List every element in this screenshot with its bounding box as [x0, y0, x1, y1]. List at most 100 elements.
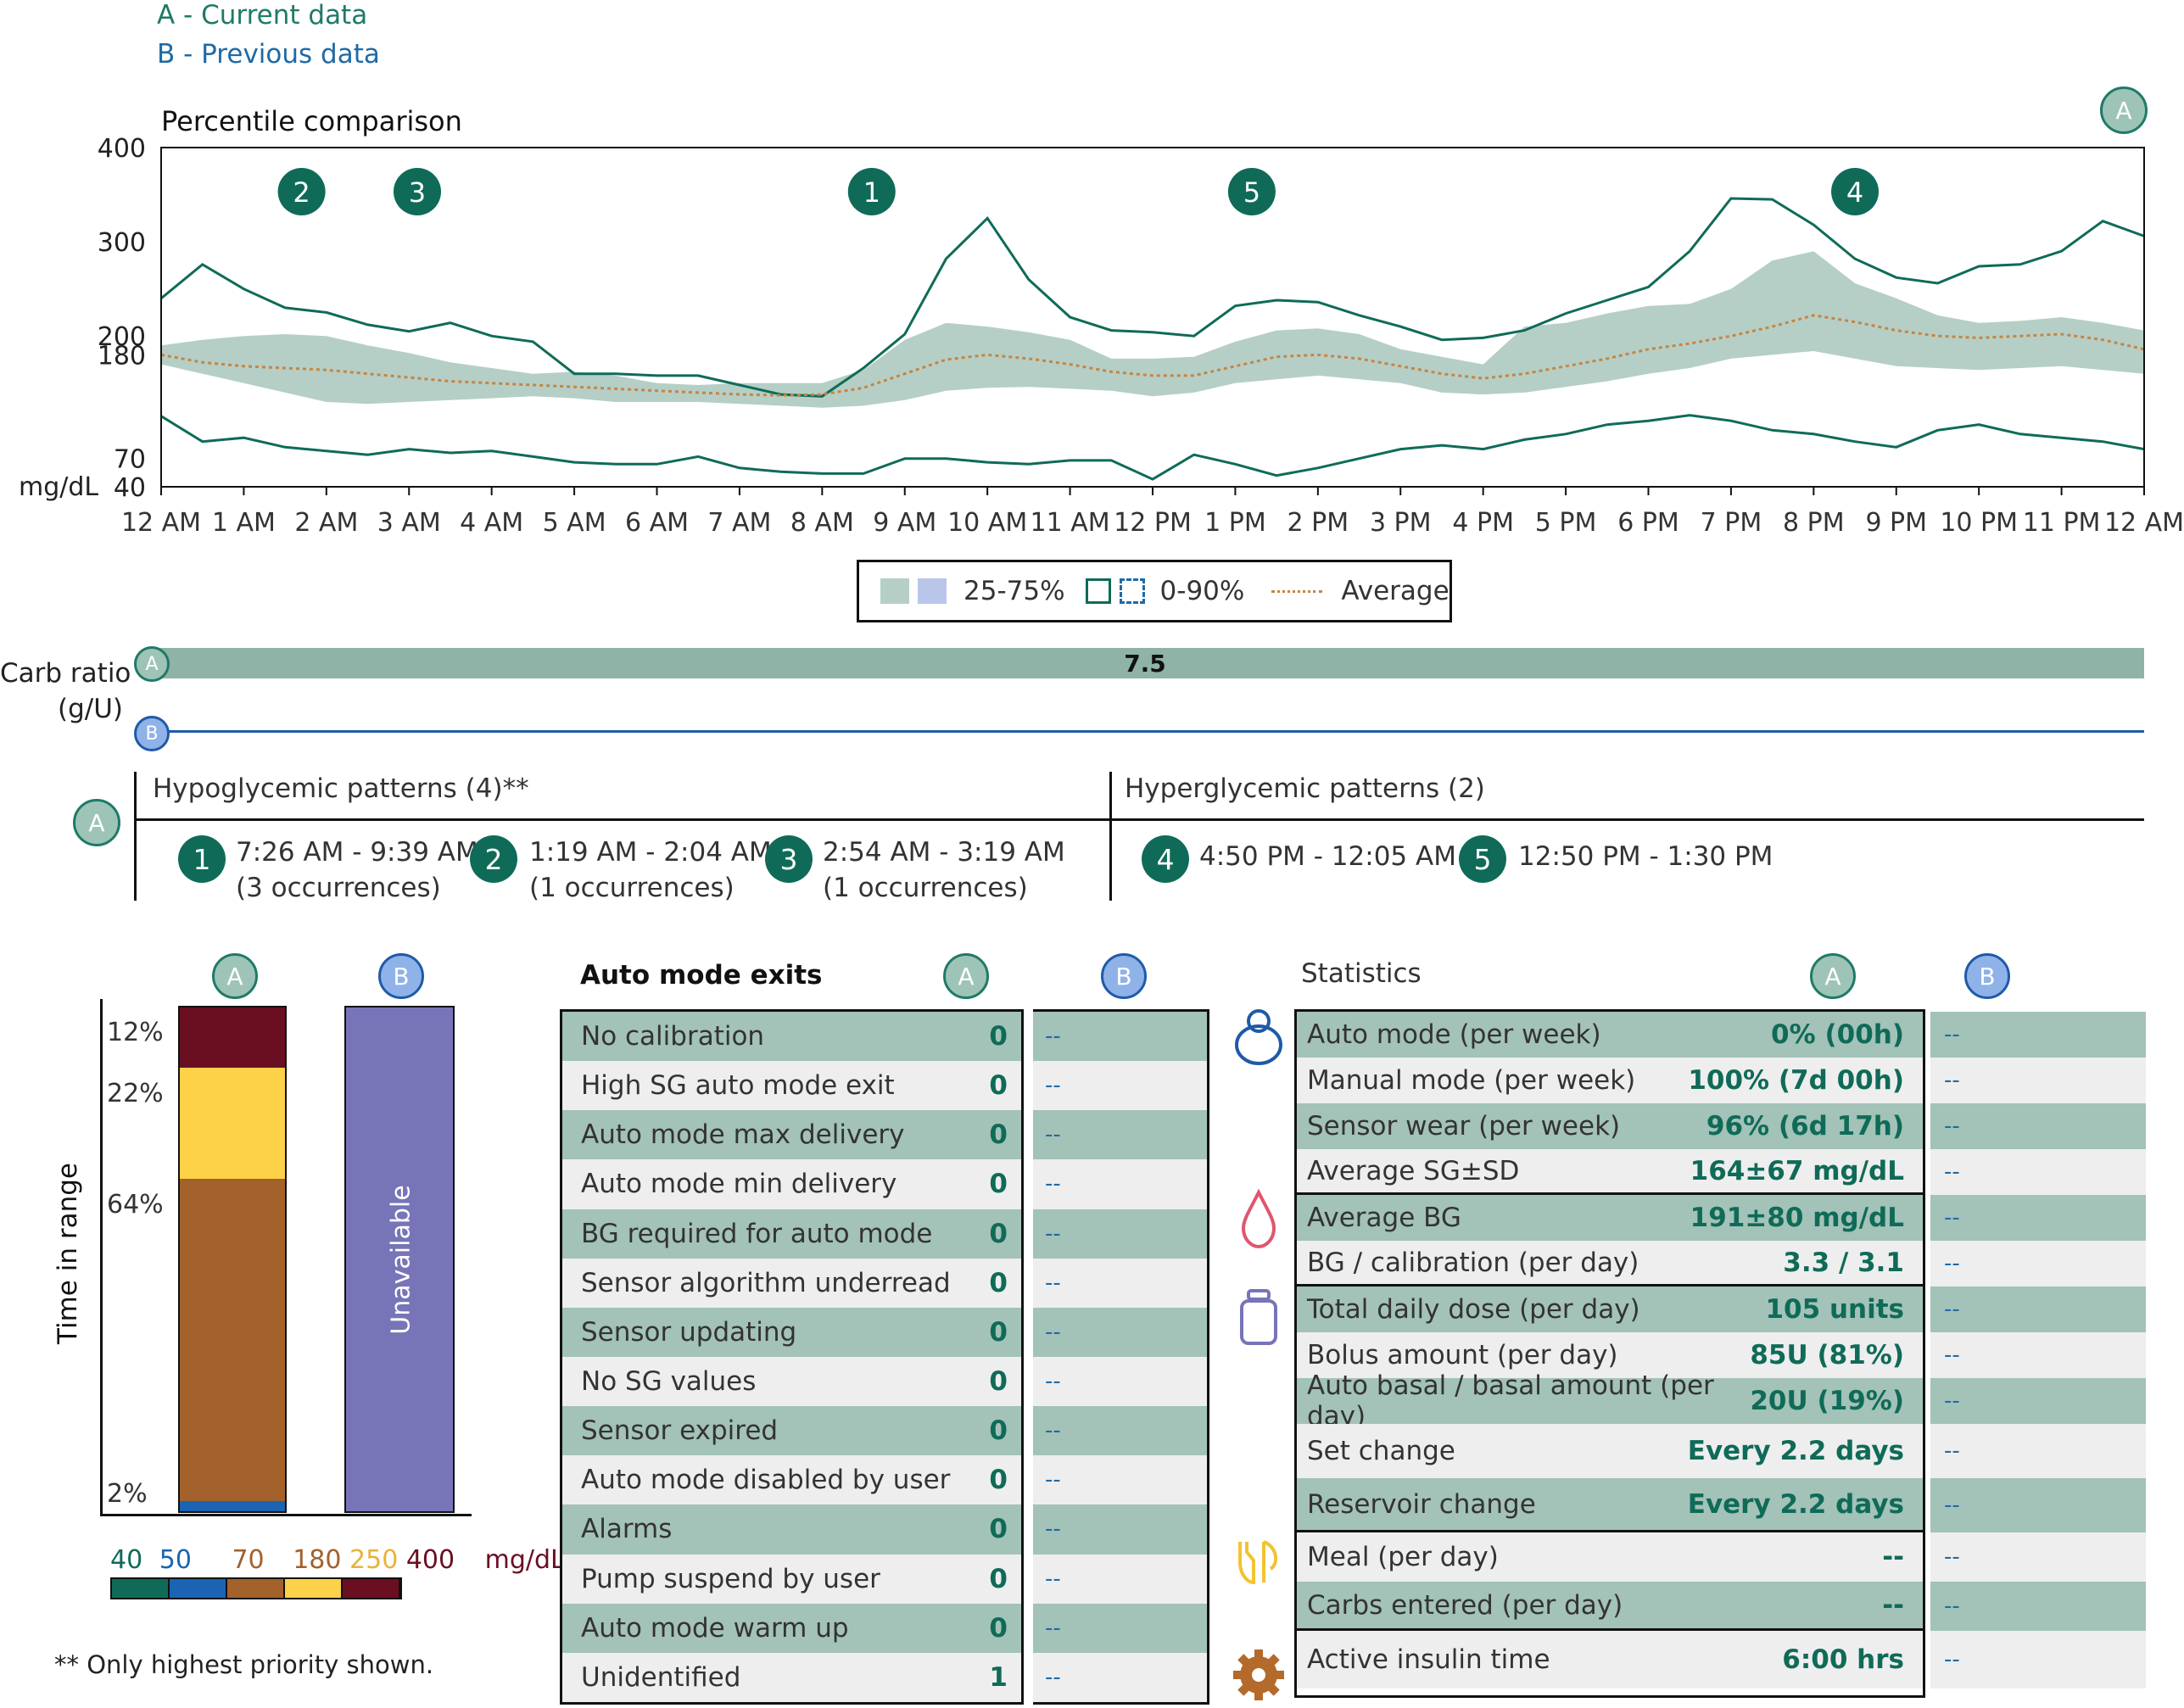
hyper-title: Hyperglycemic patterns (2) [1125, 773, 1485, 804]
pattern-marker [277, 168, 326, 215]
auto-exit-row-b: -- [1033, 1357, 1207, 1407]
auto-exit-value-b: -- [1045, 1270, 1061, 1296]
auto-exit-row-b: -- [1033, 1406, 1207, 1456]
stat-row: Manual mode (per week) 100% (7d 00h) [1297, 1058, 1923, 1103]
stat-label: Carbs entered (per day) [1307, 1589, 1623, 1621]
auto-exit-label: Auto mode warm up [581, 1612, 849, 1644]
stat-value-b: -- [1944, 1068, 1960, 1093]
badge-a-stats: A [1810, 953, 1856, 999]
x-tick-label: 8 AM [790, 508, 854, 538]
tir-unavailable: Unavailable [386, 1185, 416, 1335]
auto-exits-table: No calibration 0 -- High SG auto mode exit 0… [560, 1009, 1209, 1705]
stat-row-b: -- [1930, 1149, 2146, 1195]
hypo-pattern-2-time: 1:19 AM - 2:04 AM [529, 837, 772, 868]
auto-exit-value-b: -- [1045, 1664, 1061, 1690]
stat-value-a: 191±80 mg/dL [1690, 1203, 1904, 1233]
stats-icons [1230, 1009, 1298, 1708]
tir-axis-label: Time in range [53, 1163, 83, 1344]
x-axis-ticks: 12 AM 1 AM 2 AM 3 AM 4 AM 5 AM 6 AM 7 AM 8 AM 9 A… [121, 487, 2184, 538]
stats-col-a-frame [1294, 1009, 1925, 1698]
x-tick-label: 6 PM [1617, 508, 1679, 538]
x-tick-label: 12 AM [2104, 508, 2184, 538]
auto-exit-row: Auto mode disabled by user 0 [562, 1455, 1021, 1505]
stat-label: Average BG [1307, 1203, 1461, 1233]
auto-exit-value-a: 0 [989, 1415, 1008, 1447]
auto-exit-value-b: -- [1045, 1615, 1061, 1641]
stat-value-b: -- [1944, 1438, 1960, 1464]
auto-exit-row-b: -- [1033, 1504, 1207, 1555]
x-tick-label: 7 PM [1701, 508, 1762, 538]
x-tick-label: 9 PM [1865, 508, 1927, 538]
stat-label: BG / calibration (per day) [1307, 1247, 1639, 1278]
stat-row-b: -- [1930, 1195, 2146, 1241]
hypo-pattern-2-badge: 2 [470, 835, 517, 883]
auto-exit-row: No SG values 0 [562, 1357, 1021, 1407]
stat-row-b: -- [1930, 1103, 2146, 1149]
tir-scale-labels: 40 50 70 180 250 400 mg/dL [110, 1545, 565, 1575]
auto-exit-value-b: -- [1045, 1073, 1061, 1099]
stat-row-b: -- [1930, 1287, 2146, 1332]
legend-band-label: 25-75% [964, 576, 1065, 606]
x-tick-label: 9 AM [873, 508, 936, 538]
legend-avg-swatch [1271, 589, 1323, 593]
stat-value-b: -- [1944, 1544, 1960, 1570]
auto-exit-row: Pump suspend by user 0 [562, 1554, 1021, 1604]
stat-value-b: -- [1944, 1493, 1960, 1518]
x-tick-label: 6 AM [625, 508, 689, 538]
stat-value-a: 3.3 / 3.1 [1783, 1247, 1904, 1278]
auto-exit-label: Sensor algorithm underread [581, 1267, 951, 1298]
badge-b-stats: B [1964, 953, 2010, 999]
auto-exit-value-a: 0 [989, 1070, 1008, 1102]
auto-exit-row-b: -- [1033, 1652, 1207, 1702]
auto-exit-value-a: 1 [989, 1661, 1008, 1693]
stat-row-b: -- [1930, 1582, 2146, 1631]
auto-exit-label: Unidentified [581, 1661, 741, 1693]
x-tick-label: 11 PM [2023, 508, 2101, 538]
auto-exit-row: No calibration 0 [562, 1012, 1021, 1062]
auto-exit-row-b: -- [1033, 1258, 1207, 1308]
stat-label: Auto basal / basal amount (per day) [1307, 1370, 1714, 1432]
stat-row-b: -- [1930, 1478, 2146, 1532]
legend-outline-a-swatch [1085, 578, 1111, 604]
scale-70: 70 [232, 1545, 265, 1575]
auto-exit-value-a: 0 [989, 1267, 1008, 1298]
stat-value-b: -- [1944, 1114, 1960, 1139]
tir-scale-segment [343, 1579, 400, 1598]
scale-180: 180 [293, 1545, 342, 1575]
stat-value-b: -- [1944, 1022, 1960, 1047]
auto-exit-label: Alarms [581, 1514, 673, 1545]
hypo-pattern-1-occ: (3 occurrences) [236, 873, 441, 903]
auto-exit-row: Unidentified 1 [562, 1652, 1021, 1702]
pattern-marker [847, 168, 896, 215]
hypo-pattern-3-time: 2:54 AM - 3:19 AM [823, 837, 1065, 868]
hypo-pattern-3-badge: 3 [765, 835, 813, 883]
stat-value-a: Every 2.2 days [1687, 1436, 1904, 1466]
tir-bar-b: Unavailable [344, 1006, 455, 1513]
stat-row-b: -- [1930, 1378, 2146, 1424]
y-tick-label: 70 [114, 445, 146, 475]
tir-scale-segment [285, 1579, 343, 1598]
stat-label: Sensor wear (per week) [1307, 1111, 1621, 1141]
series-0-90-high [160, 197, 2145, 398]
auto-exit-row-b: -- [1033, 1159, 1207, 1209]
statistics-title: Statistics [1301, 958, 1422, 989]
auto-exit-value-a: 0 [989, 1218, 1008, 1249]
tir-segment [180, 1178, 285, 1502]
legend-outline-label: 0-90% [1159, 576, 1245, 606]
pattern-marker [1831, 168, 1880, 215]
pattern-marker [1227, 168, 1276, 215]
scale-unit: mg/dL [484, 1545, 565, 1575]
x-tick-label: 2 AM [294, 508, 358, 538]
stat-label: Bolus amount (per day) [1307, 1340, 1618, 1370]
y-tick-label: 180 [98, 341, 146, 371]
badge-a-carb: A [134, 646, 170, 682]
auto-exit-value-a: 0 [989, 1612, 1008, 1644]
stat-row-b: -- [1930, 1058, 2146, 1103]
tir-segment [180, 1007, 285, 1069]
auto-exit-row-b: -- [1033, 1012, 1207, 1062]
auto-exit-row: Auto mode max delivery 0 [562, 1110, 1021, 1160]
series-average [160, 314, 2145, 397]
stat-value-a: -- [1882, 1542, 1904, 1572]
